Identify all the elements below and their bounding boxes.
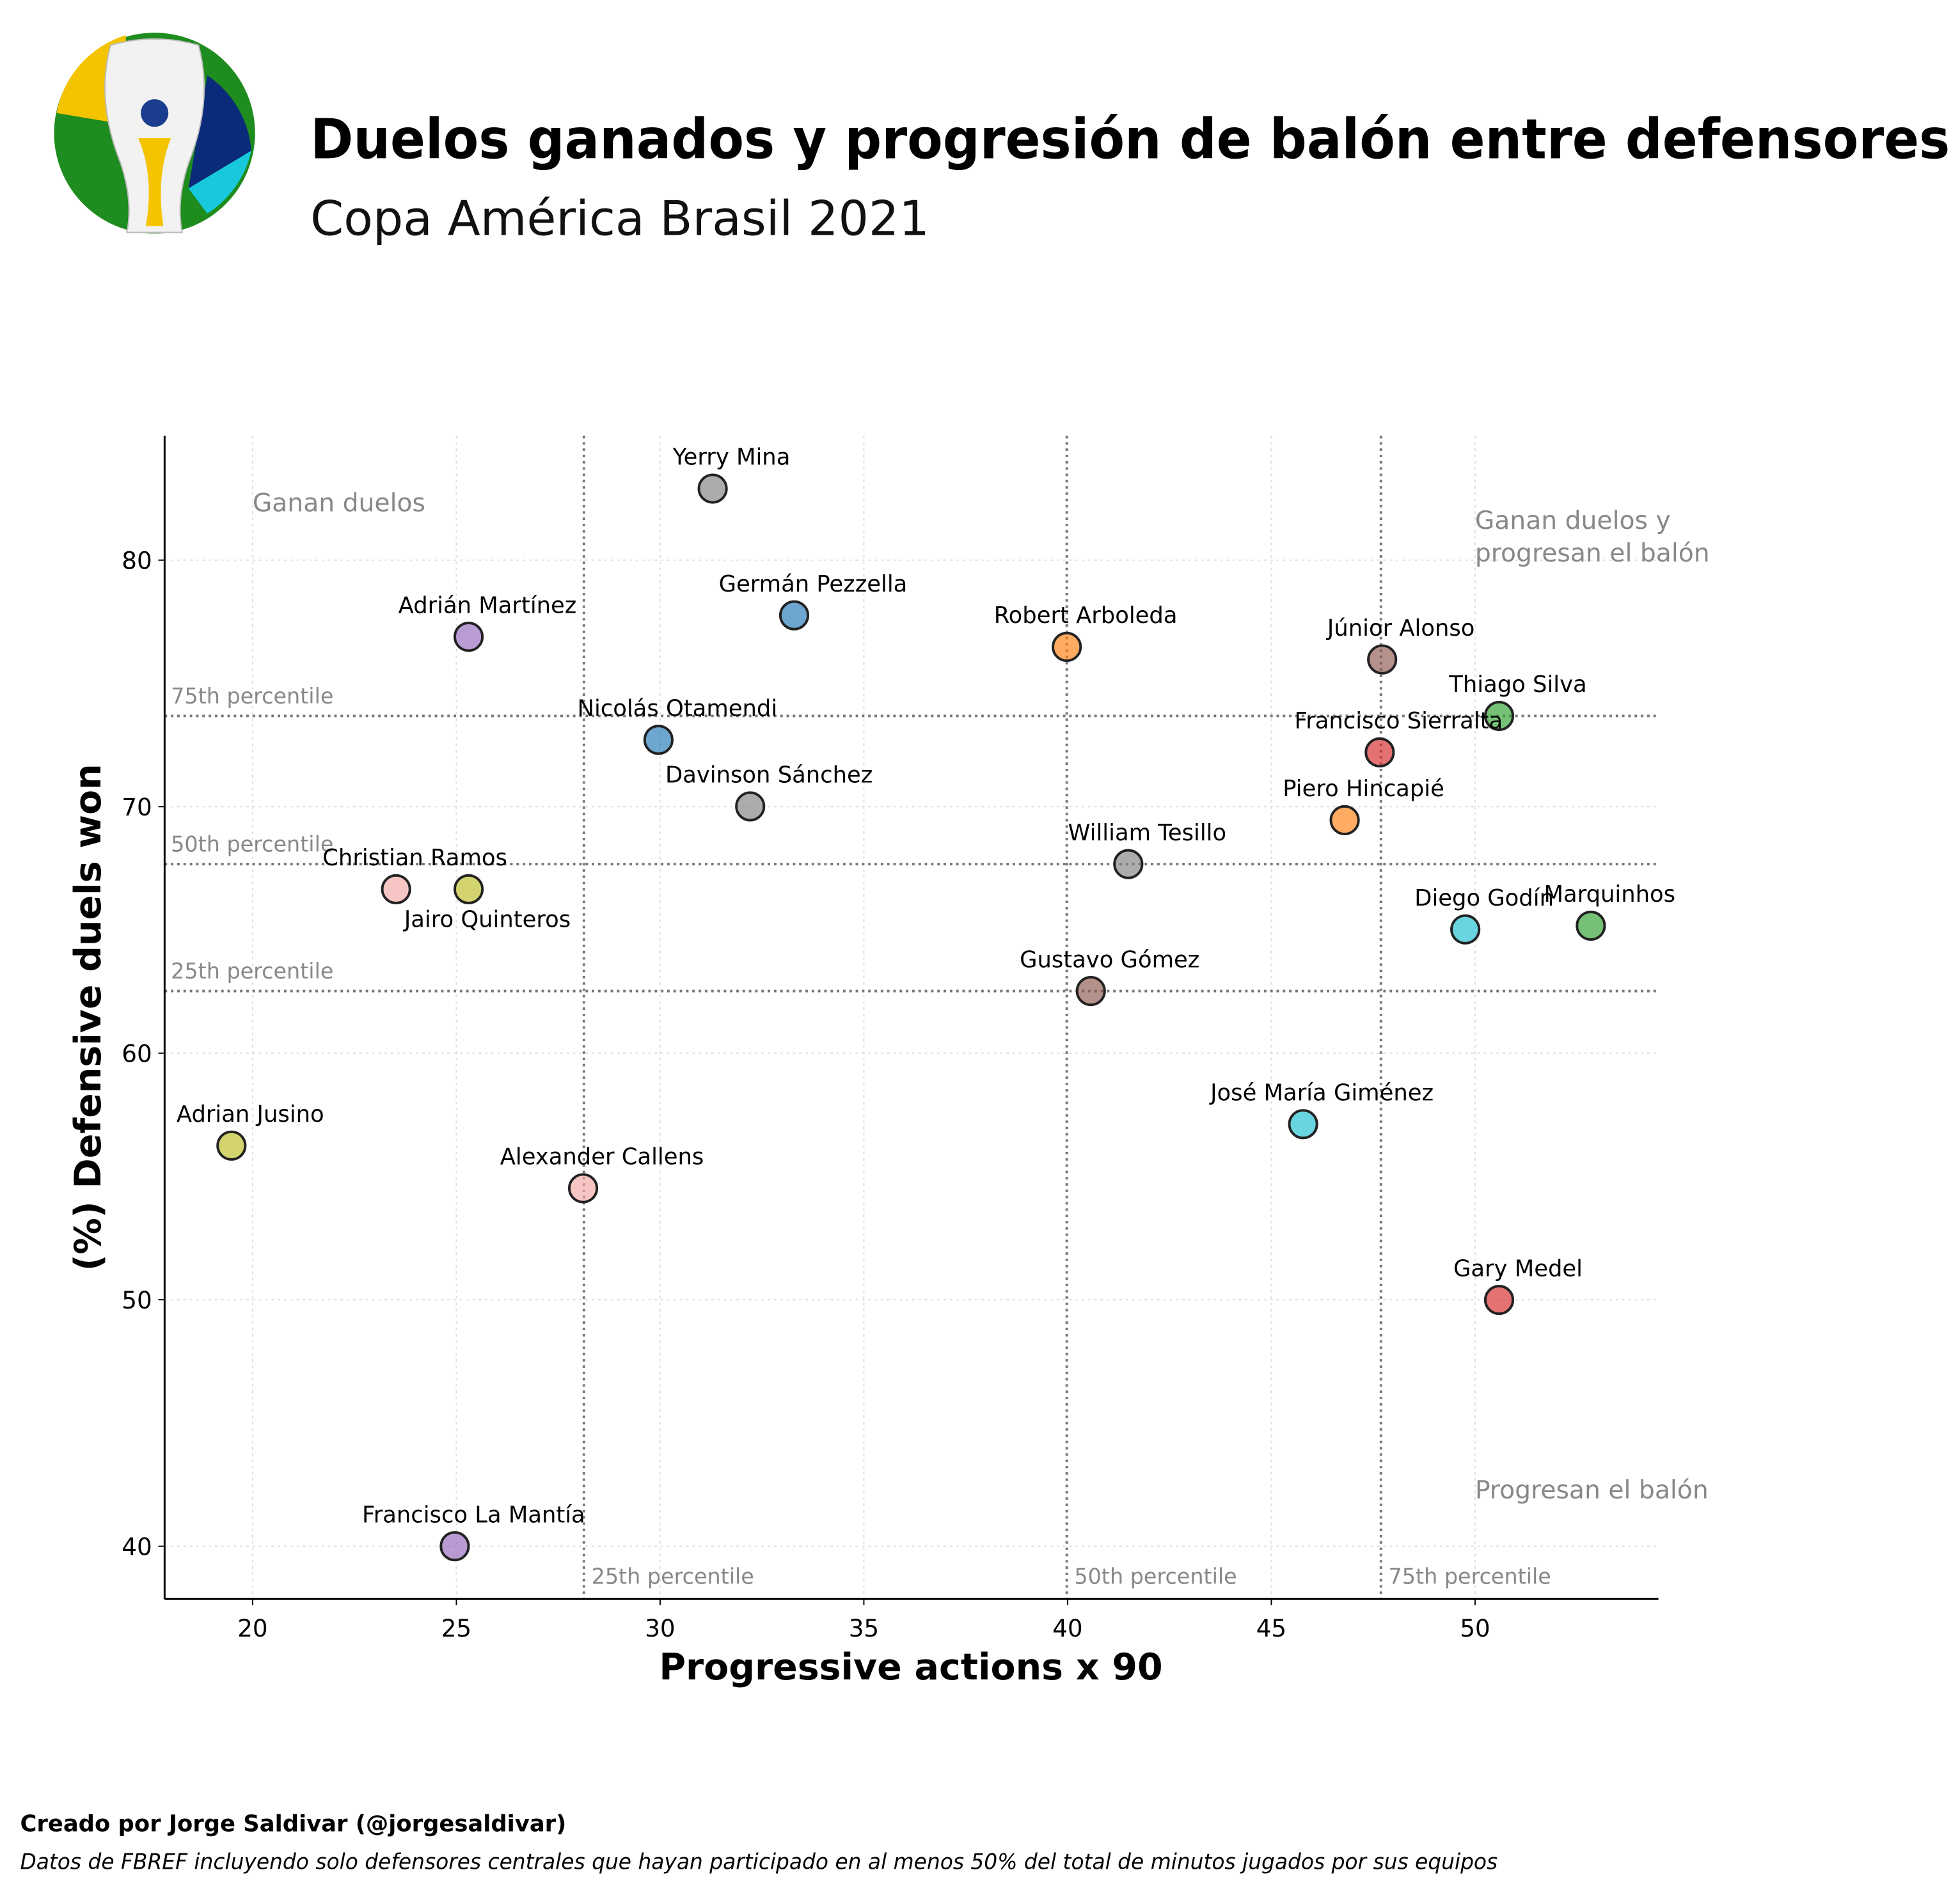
point (643, 725, 674, 755)
chart-title: Duelos ganados y progresión de balón ent… (310, 107, 1950, 171)
point (1075, 976, 1106, 1007)
point-label: Gary Medel (1453, 1255, 1583, 1282)
percentile-label: 75th percentile (171, 684, 333, 709)
point-label: Marquinhos (1544, 881, 1676, 908)
point-label: Adrián Martínez (399, 592, 577, 618)
quadrant-label: progresan el balón (1475, 539, 1710, 568)
point-label: Júnior Alonso (1326, 615, 1475, 641)
point (381, 874, 411, 904)
percentile-label: 75th percentile (1389, 1564, 1551, 1589)
percentile-label: 25th percentile (171, 959, 333, 984)
point (567, 1173, 599, 1204)
percentile-label: 50th percentile (171, 831, 333, 856)
y-axis-label: (%) Defensive duels won (67, 764, 109, 1271)
point-label: Robert Arboleda (994, 602, 1178, 629)
x-tick-label: 35 (849, 1614, 879, 1642)
point (216, 1130, 247, 1161)
point-label: Nicolás Otamendi (578, 696, 778, 722)
percentile-label: 50th percentile (1074, 1564, 1237, 1589)
x-axis-label: Progressive actions x 90 (659, 1646, 1162, 1688)
y-tick-label: 50 (122, 1286, 152, 1314)
credit: Creado por Jorge Saldivar (@jorgesaldiva… (20, 1811, 566, 1837)
x-tick-label: 40 (1052, 1614, 1082, 1642)
point-label: Gustavo Gómez (1020, 947, 1199, 973)
point-label: Davinson Sánchez (665, 762, 873, 789)
point (735, 791, 766, 822)
y-tick-label: 70 (122, 793, 152, 821)
x-tick-label: 20 (237, 1614, 267, 1642)
point (439, 1531, 470, 1562)
point (1052, 631, 1082, 663)
point-label: Francisco Sierralta (1294, 708, 1503, 734)
y-tick-label: 40 (122, 1532, 152, 1560)
point (1364, 737, 1395, 768)
point (697, 473, 728, 504)
point (1483, 1285, 1515, 1316)
point-label: Alexander Callens (500, 1144, 704, 1170)
point (1288, 1109, 1318, 1140)
point-label: Piero Hincapié (1283, 776, 1444, 802)
x-tick-label: 50 (1460, 1614, 1490, 1642)
chart-subtitle: Copa América Brasil 2021 (310, 191, 929, 246)
point (1576, 910, 1606, 941)
point (453, 622, 484, 652)
x-tick-label: 30 (645, 1614, 675, 1642)
point (1329, 805, 1360, 836)
point-label: Diego Godín (1414, 885, 1554, 911)
point (453, 874, 484, 904)
quadrant-label: Ganan duelos y (1475, 507, 1671, 535)
quadrant-label: Progresan el balón (1475, 1476, 1709, 1505)
y-tick-label: 80 (122, 547, 152, 575)
point-label: Christian Ramos (322, 845, 507, 871)
y-tick-label: 60 (122, 1040, 152, 1068)
point-label: Adrian Jusino (177, 1101, 324, 1128)
point-label: Yerry Mina (672, 444, 791, 471)
x-tick-label: 45 (1256, 1614, 1286, 1642)
point (1367, 644, 1398, 675)
point-label: Francisco La Mantía (362, 1502, 585, 1528)
point-label: William Tesillo (1068, 820, 1226, 846)
point-label: José María Giménez (1209, 1080, 1434, 1106)
point-label: Thiago Silva (1448, 672, 1586, 698)
percentile-label: 25th percentile (592, 1564, 754, 1589)
point-label: Jairo Quinteros (403, 906, 571, 932)
note: Datos de FBREF incluyendo solo defensore… (20, 1849, 1498, 1874)
x-tick-label: 25 (441, 1614, 471, 1642)
point-label: Germán Pezzella (719, 571, 908, 597)
point (778, 600, 810, 631)
logo (54, 33, 255, 234)
point (1483, 700, 1515, 731)
quadrant-label: Ganan duelos (253, 489, 425, 517)
point (1450, 914, 1481, 945)
point (1113, 849, 1144, 879)
